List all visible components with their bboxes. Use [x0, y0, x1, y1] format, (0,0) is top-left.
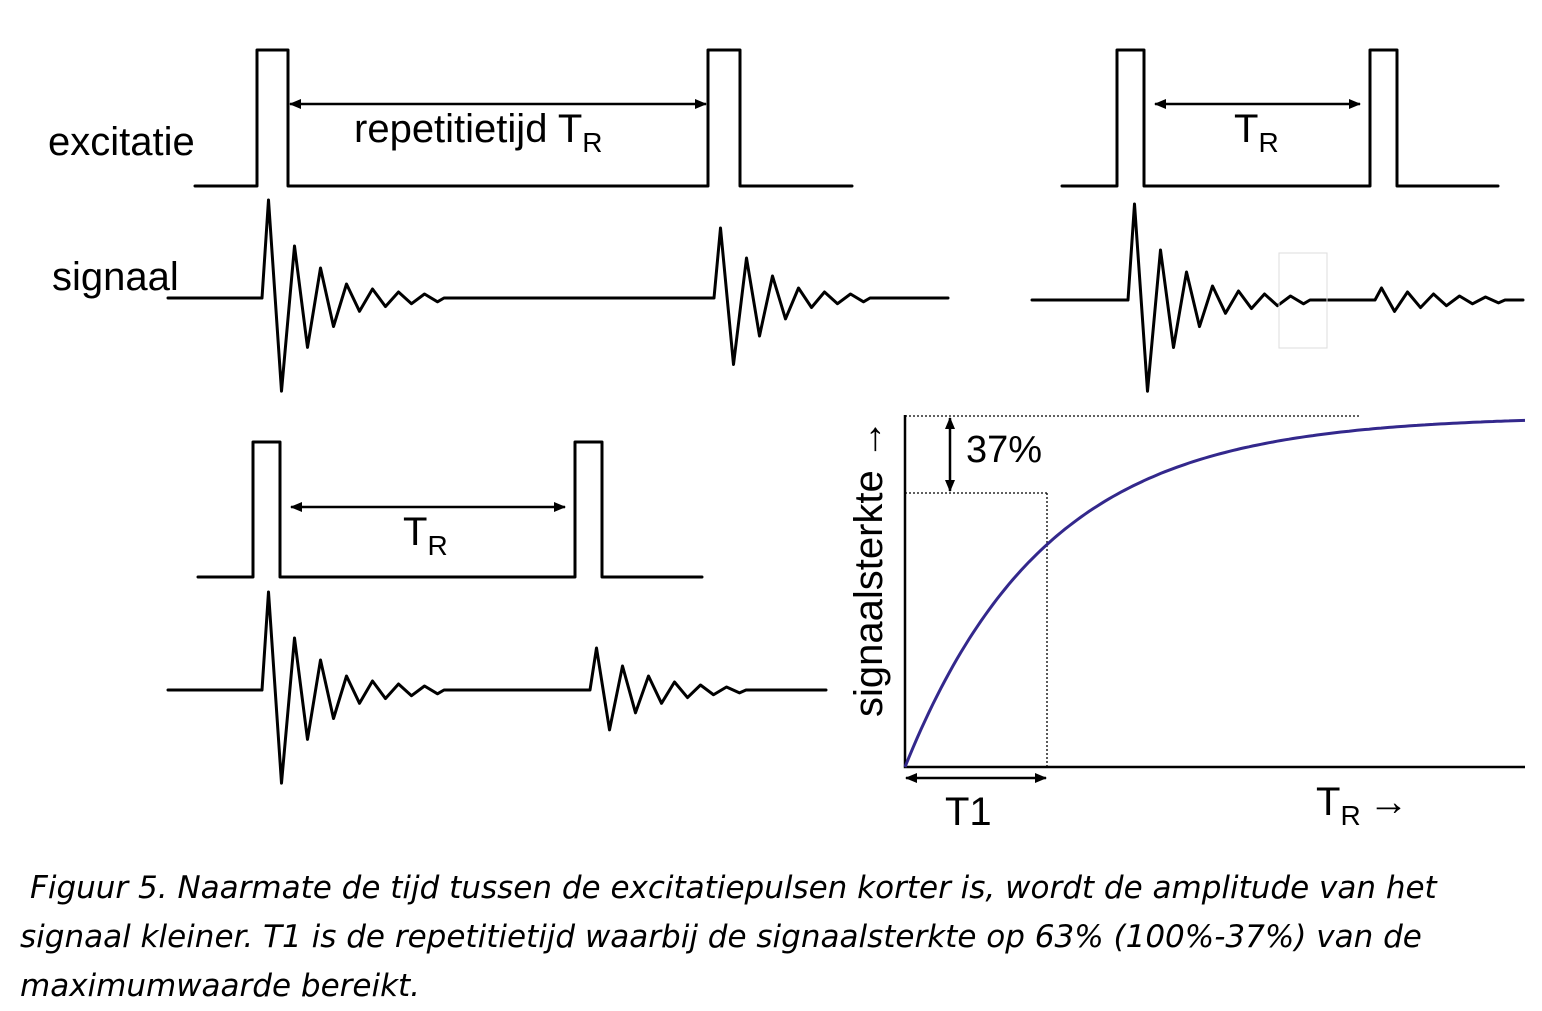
figure-diagram: excitatie signaal repetitietijd TR TR TR… [48, 48, 1526, 834]
percent-37-label: 37% [966, 429, 1042, 471]
recovery-curve [903, 418, 1526, 768]
x-axis-subscript: R [1340, 800, 1360, 831]
highlight-box [1278, 252, 1328, 349]
excitation-pulse-train [193, 48, 854, 188]
tr-long-prefix: repetitietijd T [354, 107, 582, 151]
y-axis-label: signaalsterkte → [847, 419, 891, 717]
recovery-plot: 37% T1 signaalsterkte → TR → [847, 415, 1526, 834]
signal-waveform [166, 590, 828, 785]
x-axis-letter: T [1316, 780, 1340, 824]
tr-long-label: repetitietijd TR [354, 107, 603, 158]
panel-short-tr: TR [1030, 48, 1525, 393]
signal-label: signaal [52, 255, 179, 299]
x-axis-arrow: → [1369, 780, 1409, 824]
panel-medium-tr: TR [166, 440, 828, 785]
excitation-pulse-train [196, 440, 704, 579]
tr-subscript: R [1258, 127, 1278, 158]
tr-letter: T [403, 510, 427, 554]
tr-label: TR [403, 510, 448, 561]
excitation-pulse-train [1060, 48, 1500, 188]
signal-waveform [1030, 202, 1525, 393]
figure-caption: Figuur 5. Naarmate de tijd tussen de exc… [20, 870, 1437, 1004]
tr-letter: T [1234, 107, 1258, 151]
x-axis-label: TR → [1316, 780, 1409, 831]
signal-waveform [166, 198, 950, 393]
panel-long-tr: excitatie signaal repetitietijd TR [48, 48, 950, 393]
excitation-label: excitatie [48, 120, 195, 164]
tr-label: TR [1234, 107, 1279, 158]
t1-label: T1 [945, 790, 992, 834]
tr-subscript: R [427, 530, 447, 561]
tr-subscript: R [582, 127, 602, 158]
